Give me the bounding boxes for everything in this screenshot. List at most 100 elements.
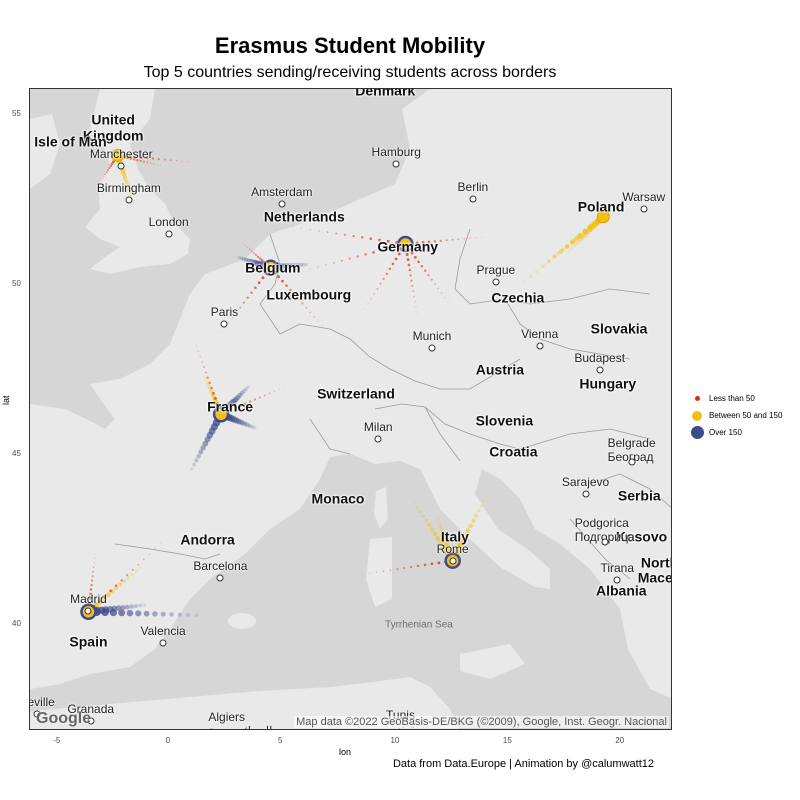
flow-point (149, 162, 152, 165)
flow-point (169, 612, 174, 617)
flow-point (432, 531, 438, 537)
flow-point (474, 514, 478, 518)
flow-point (114, 585, 119, 591)
flow-point (187, 160, 189, 163)
flow-point (475, 236, 477, 239)
flow-point (120, 604, 126, 611)
flow-point (444, 296, 446, 299)
city-marker (374, 435, 382, 443)
flow-point (403, 566, 406, 570)
flow-point (106, 169, 110, 172)
flow-point (297, 297, 300, 301)
flow-point (364, 308, 366, 310)
flow-point (463, 237, 466, 240)
flow-point (242, 301, 246, 304)
flow-point (391, 262, 395, 266)
flow-point (411, 284, 414, 287)
x-axis-label: lon (339, 747, 352, 757)
flow-point (481, 236, 483, 238)
city-label-valencia: Valencia (140, 624, 186, 639)
flow-point (529, 275, 533, 278)
flow-point (376, 287, 379, 290)
flow-point (413, 295, 415, 298)
y-axis-label: lat (1, 395, 11, 405)
flow-point (552, 255, 556, 259)
flow-point (389, 569, 392, 572)
flow-point (244, 257, 249, 263)
flow-point (135, 610, 142, 617)
flow-point (143, 610, 150, 617)
flow-point (364, 253, 367, 256)
country-borders (114, 228, 671, 580)
flow-point (418, 510, 422, 514)
hub-marker-united-kingdom[interactable] (111, 148, 125, 162)
flow-point (318, 230, 320, 232)
flow-point (468, 523, 473, 529)
flow-point (105, 171, 108, 174)
flow-point (139, 159, 142, 162)
hub-marker-belgium[interactable] (262, 259, 279, 277)
map-attribution[interactable]: Map data ©2022 GeoBasis-DE/BKG (©2009), … (294, 716, 669, 728)
flow-point (277, 275, 280, 279)
flow-point (126, 185, 130, 189)
city-label-madrid: Madrid (70, 592, 107, 607)
city-marker (125, 196, 133, 204)
x-tick-label: 15 (502, 736, 512, 745)
flow-point (244, 422, 250, 427)
flow-point (94, 553, 96, 555)
flow-point (569, 240, 574, 245)
city-marker (469, 195, 477, 203)
flow-point (278, 388, 280, 390)
flow-point (434, 283, 436, 285)
country-label-france: France (207, 398, 254, 415)
flow-point (101, 608, 109, 617)
city-label-paris: Paris (210, 304, 239, 319)
flow-point (253, 398, 257, 401)
city-marker (165, 230, 173, 238)
country-label-czechia: Czechia (491, 289, 545, 306)
hub-marker-poland[interactable] (596, 210, 610, 224)
flow-point (214, 397, 217, 400)
flow-point (440, 531, 446, 536)
city-marker (33, 710, 41, 718)
flow-point (335, 232, 338, 235)
flow-point (332, 261, 335, 264)
flow-point (227, 321, 230, 324)
flow-point (293, 262, 298, 268)
chart-subtitle: Top 5 countries sending/receiving studen… (143, 64, 557, 81)
flow-point (92, 570, 95, 573)
y-tick-label: 50 (12, 278, 21, 288)
legend-label: Over 150 (709, 428, 742, 437)
chart-title: Erasmus Student Mobility (214, 33, 486, 58)
flow-point (200, 445, 206, 451)
flow-point (479, 504, 483, 508)
city-label-podgorica: Podgorica Подгорица (574, 516, 635, 545)
flow-point (417, 260, 420, 264)
flow-point (102, 175, 105, 178)
city-label-milan: Milan (363, 420, 393, 435)
city-label-hamburg: Hamburg (371, 144, 421, 159)
x-tick-label: 20 (615, 736, 625, 745)
city-label-manchester: Manchester (89, 147, 153, 162)
flow-point (126, 576, 130, 580)
flow-point (348, 257, 351, 260)
flow-point (388, 267, 392, 271)
hub-marker-france[interactable] (212, 406, 230, 423)
flow-point (129, 157, 133, 160)
flow-point (133, 155, 137, 159)
flow-point (433, 240, 437, 243)
flow-point (309, 311, 312, 314)
y-tick-label: 55 (12, 108, 21, 118)
flow-point (254, 286, 257, 290)
city-marker (216, 574, 224, 582)
flow-point (192, 462, 196, 467)
map-panel[interactable]: United Kingdom Isle of Man Denmark Netherla… (29, 88, 672, 730)
flow-point (476, 509, 481, 513)
flow-point (386, 239, 390, 243)
flow-point (201, 360, 203, 363)
flow-point (190, 467, 194, 471)
flow-point (175, 159, 178, 162)
city-marker (278, 200, 286, 208)
hub-marker-germany[interactable] (397, 235, 414, 253)
flow-point (181, 160, 184, 162)
